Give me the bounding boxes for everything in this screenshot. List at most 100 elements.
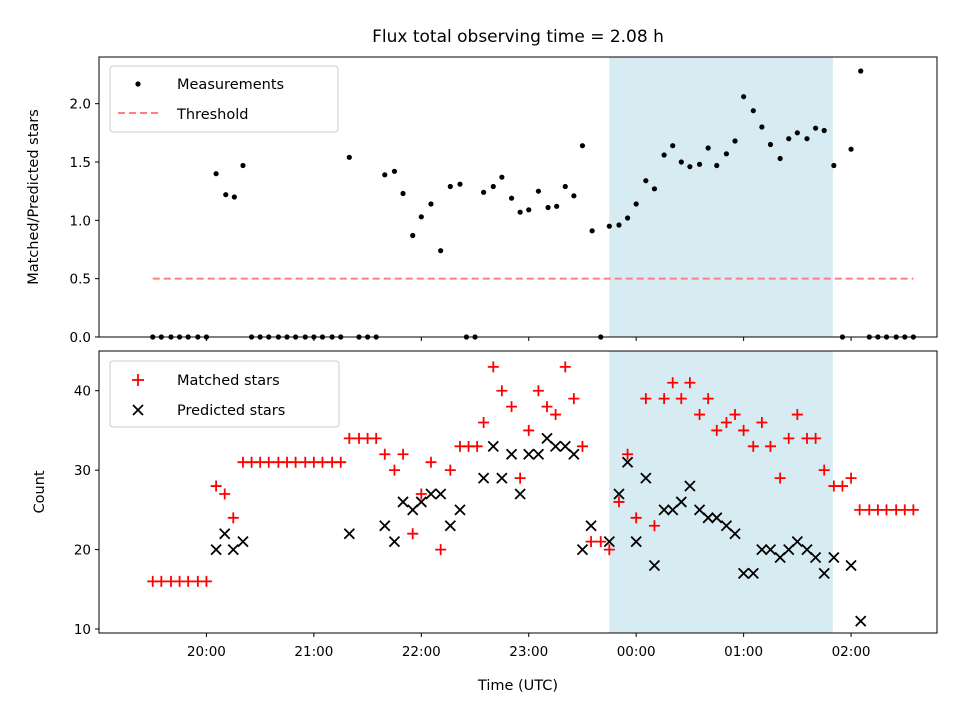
matched-star-point [675, 393, 687, 405]
measurement-point [821, 127, 827, 134]
measurement-point [490, 183, 496, 190]
top-y-axis-label: Matched/Predicted stars [26, 109, 42, 285]
predicted-star-point [444, 520, 456, 532]
matched-star-point [810, 432, 822, 444]
matched-star-point [738, 424, 750, 436]
matched-star-point [711, 424, 723, 436]
matched-star-point [219, 488, 231, 500]
matched-star-point [774, 472, 786, 484]
matched-star-point [836, 480, 848, 492]
predicted-star-point [585, 520, 597, 532]
predicted-star-point [764, 543, 777, 556]
predicted-star-point [210, 543, 222, 556]
measurement-point [616, 222, 622, 228]
measurement-point [428, 201, 434, 207]
matched-star-point [496, 385, 508, 397]
matched-star-point [532, 385, 544, 397]
measurement-point [759, 124, 765, 130]
predicted-star-point [613, 488, 625, 500]
predicted-star-point [658, 504, 670, 516]
top-y-tick-label: 0.5 [70, 272, 91, 288]
matched-star-point [444, 464, 456, 476]
matched-star-point [514, 472, 526, 484]
predicted-star-point [855, 615, 867, 627]
legend-marker-predicted-stars [132, 404, 144, 416]
matched-star-point [210, 480, 222, 492]
predicted-star-point [415, 496, 427, 508]
measurement-point [714, 162, 720, 169]
matched-star-point [550, 409, 562, 421]
measurement-point [786, 136, 792, 142]
x-tick-label: 01:00 [724, 644, 763, 660]
matched-star-point [667, 377, 679, 389]
matched-star-point [487, 361, 499, 373]
legend-label-predicted-stars: Predicted stars [177, 403, 285, 419]
measurement-point [812, 125, 819, 131]
matched-star-point [729, 409, 741, 421]
top-highlight-span [609, 57, 833, 337]
matched-star-point [568, 393, 580, 405]
measurement-point [231, 194, 237, 200]
measurement-point [741, 94, 747, 100]
measurement-point [535, 188, 542, 194]
bottom-legend: Matched stars Predicted stars [109, 360, 340, 428]
matched-star-point [370, 432, 382, 444]
measurement-point [777, 155, 783, 162]
matched-star-point [791, 409, 803, 421]
predicted-star-point [845, 559, 857, 572]
matched-star-point [783, 432, 795, 444]
matched-star-point [694, 409, 706, 421]
bot-highlight-span [609, 351, 833, 633]
measurement-point [418, 214, 424, 220]
legend-label-matched-stars: Matched stars [177, 373, 280, 389]
x-axis-label: Time (UTC) [477, 678, 558, 694]
measurement-point [391, 168, 398, 174]
matched-star-point [316, 456, 328, 468]
predicted-star-point [454, 504, 466, 516]
measurement-point [804, 136, 810, 142]
measurement-point [794, 130, 800, 136]
legend-label-threshold: Threshold [176, 107, 248, 123]
matched-star-point [263, 456, 275, 468]
predicted-star-point [818, 567, 830, 580]
measurement-point [767, 141, 774, 148]
measurement-point [545, 204, 551, 211]
matched-star-point [640, 393, 652, 405]
predicted-star-point [702, 512, 714, 524]
predicted-star-point [397, 496, 409, 508]
matched-star-point [658, 393, 670, 405]
top-y-tick-label: 1.5 [70, 155, 91, 171]
measurement-point [410, 232, 416, 239]
measurement-point [705, 145, 711, 151]
matched-star-point [478, 416, 490, 428]
measurement-point [643, 178, 649, 184]
predicted-star-point [711, 512, 723, 524]
measurement-point [858, 68, 864, 74]
matched-star-point [397, 448, 409, 460]
matched-star-point [907, 504, 919, 516]
measurement-point [732, 138, 738, 144]
top-legend: Measurements Threshold [109, 65, 339, 133]
matched-star-point [585, 536, 597, 548]
matched-star-point [182, 575, 194, 587]
x-tick-label: 00:00 [617, 644, 656, 660]
predicted-star-point [237, 536, 249, 548]
measurement-point [633, 201, 639, 207]
predicted-star-point [435, 488, 447, 500]
predicted-star-point [684, 480, 696, 492]
matched-star-point [764, 440, 776, 452]
predicted-star-point [477, 472, 490, 484]
matched-star-point [613, 496, 625, 508]
matched-star-point [200, 575, 212, 587]
measurement-point [346, 154, 352, 160]
predicted-star-point [675, 496, 687, 508]
matched-star-point [415, 488, 427, 500]
predicted-star-point [809, 551, 822, 564]
matched-star-point [622, 448, 634, 460]
x-tick-label: 22:00 [402, 644, 441, 660]
matched-star-point [407, 528, 419, 540]
measurement-point [696, 161, 703, 167]
predicted-star-point [640, 472, 652, 484]
predicted-star-point [496, 472, 508, 484]
